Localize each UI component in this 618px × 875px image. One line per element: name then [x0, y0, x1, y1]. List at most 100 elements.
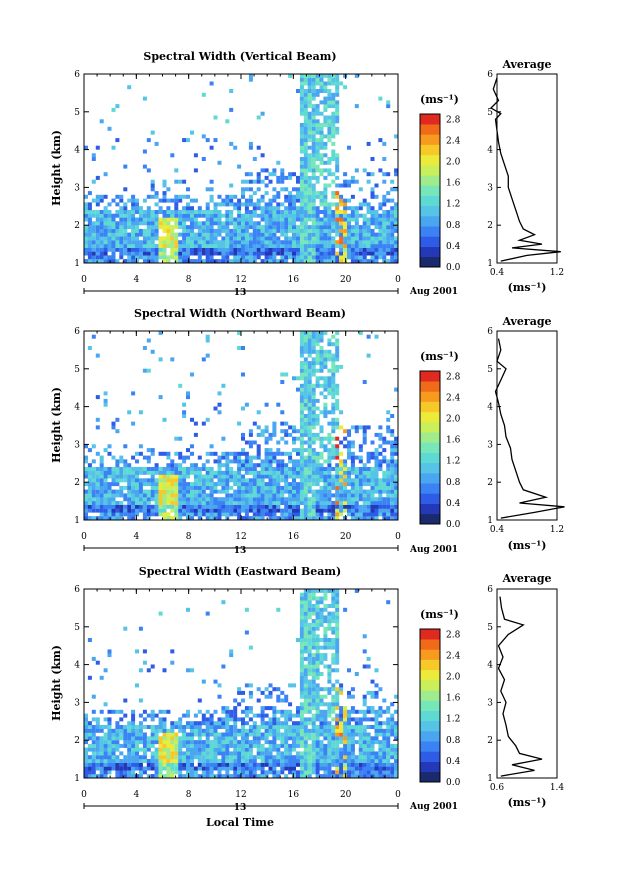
y-tick-label: 1: [74, 259, 80, 269]
colorbar-tick-label: 1.6: [446, 694, 461, 704]
avg-x-tick-label: 0.4: [490, 525, 505, 535]
avg-x-tick-label: 1.2: [550, 525, 564, 535]
colorbar-frame: [419, 370, 441, 525]
x-tick-label: 0: [395, 532, 401, 542]
avg-y-tick-label: 5: [487, 108, 493, 118]
colorbar-segment: [420, 236, 440, 247]
heatmap-field: [84, 73, 399, 264]
colorbar-segment: [420, 659, 440, 671]
x-tick-label: 8: [186, 790, 192, 800]
avg-y-tick-label: 2: [487, 221, 493, 231]
heatmap-field: [84, 588, 399, 779]
colorbar-segment: [420, 371, 440, 382]
colorbar-segment: [420, 452, 440, 464]
average-unit: (ms⁻¹): [508, 281, 547, 294]
avg-x-tick-label: 1.4: [550, 783, 565, 793]
avg-y-tick-label: 3: [487, 698, 493, 708]
colorbar-tick-label: 2.4: [446, 651, 461, 661]
colorbar-segment: [420, 680, 440, 691]
colorbar-segment: [420, 381, 440, 392]
panel-title: Spectral Width (Vertical Beam): [143, 50, 336, 63]
colorbar-unit: (ms⁻¹): [420, 608, 459, 621]
colorbar-tick-label: 1.6: [446, 179, 461, 189]
avg-y-tick-label: 6: [487, 585, 493, 595]
colorbar-tick-label: 0.4: [446, 757, 461, 767]
colorbar-tick-label: 2.8: [446, 115, 461, 125]
colorbar-segment: [420, 411, 440, 423]
y-tick-label: 6: [74, 327, 80, 337]
x-tick-label: 20: [340, 790, 352, 800]
x-tick-label: 8: [186, 532, 192, 542]
x-tick-label: 8: [186, 275, 192, 285]
avg-x-tick-label: 0.4: [490, 268, 505, 278]
y-tick-label: 5: [74, 108, 80, 118]
average-unit: (ms⁻¹): [508, 539, 547, 552]
y-tick-label: 3: [74, 183, 80, 193]
y-tick-label: 2: [74, 478, 80, 488]
colorbar-segment: [420, 154, 440, 166]
x-tick-label: 16: [288, 532, 300, 542]
colorbar-segment: [420, 761, 440, 773]
colorbar-segment: [420, 175, 440, 186]
colorbar-segment: [420, 720, 440, 732]
x-tick-label: 20: [340, 275, 352, 285]
avg-x-tick-label: 1.2: [550, 268, 564, 278]
colorbar-segment: [420, 741, 440, 752]
colorbar-segment: [420, 751, 440, 762]
average-title: Average: [501, 58, 551, 71]
day-label: 13: [234, 288, 247, 298]
colorbar-segment: [420, 473, 440, 484]
avg-x-tick-label: 0.6: [490, 783, 505, 793]
panel-title: Spectral Width (Eastward Beam): [139, 565, 341, 578]
avg-y-tick-label: 1: [487, 516, 493, 526]
y-tick-label: 5: [74, 365, 80, 375]
colorbar-segment: [420, 205, 440, 217]
colorbar-segment: [420, 246, 440, 258]
day-label: 13: [234, 803, 247, 813]
colorbar-unit: (ms⁻¹): [420, 93, 459, 106]
colorbar-tick-label: 1.2: [446, 200, 460, 210]
colorbar-segment: [420, 771, 440, 783]
colorbar-segment: [420, 462, 440, 474]
colorbar-tick-label: 1.6: [446, 436, 461, 446]
y-tick-label: 3: [74, 440, 80, 450]
y-tick-label: 6: [74, 585, 80, 595]
colorbar-tick-label: 0.8: [446, 736, 461, 746]
colorbar-segment: [420, 513, 440, 525]
y-tick-label: 2: [74, 736, 80, 746]
date-label: Aug 2001: [409, 545, 458, 555]
colorbar-segment: [420, 114, 440, 125]
x-tick-label: 12: [235, 790, 246, 800]
y-axis-label: Height (km): [50, 130, 63, 206]
average-frame: [496, 330, 558, 521]
x-tick-label: 0: [81, 275, 87, 285]
panel-eastward-beam: Spectral Width (Eastward Beam) Height (k…: [50, 565, 564, 829]
colorbar-segment: [420, 649, 440, 660]
colorbar-segment: [420, 401, 440, 413]
y-tick-label: 2: [74, 221, 80, 231]
x-tick-label: 0: [81, 532, 87, 542]
avg-y-tick-label: 5: [487, 365, 493, 375]
day-label: 13: [234, 546, 247, 556]
colorbar-tick-label: 1.2: [446, 457, 460, 467]
y-tick-label: 4: [74, 661, 80, 671]
y-tick-label: 1: [74, 774, 80, 784]
x-tick-label: 16: [288, 275, 300, 285]
colorbar-tick-label: 0.0: [446, 263, 461, 273]
colorbar-tick-label: 2.8: [446, 372, 461, 382]
y-axis-label: Height (km): [50, 645, 63, 721]
date-label: Aug 2001: [409, 287, 458, 297]
x-tick-label: 12: [235, 275, 246, 285]
colorbar-segment: [420, 432, 440, 443]
avg-y-tick-label: 1: [487, 259, 493, 269]
average-unit: (ms⁻¹): [508, 796, 547, 809]
colorbar-segment: [420, 391, 440, 402]
panel-title: Spectral Width (Northward Beam): [134, 307, 346, 320]
x-tick-label: 12: [235, 532, 246, 542]
panel-vertical-beam: Spectral Width (Vertical Beam) Height (k…: [50, 50, 564, 298]
y-tick-label: 4: [74, 146, 80, 156]
colorbar-segment: [420, 185, 440, 196]
colorbar-tick-label: 1.2: [446, 715, 460, 725]
date-label: Aug 2001: [409, 802, 458, 812]
avg-y-tick-label: 4: [487, 146, 493, 156]
